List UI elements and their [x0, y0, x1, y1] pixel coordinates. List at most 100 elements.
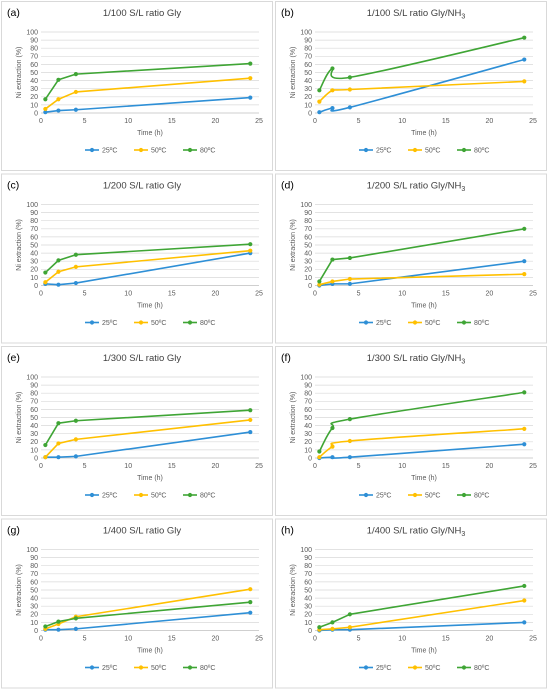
- data-point-s80: [317, 88, 322, 93]
- y-tick-label: 90: [30, 555, 38, 562]
- y-tick-label: 10: [30, 275, 38, 282]
- x-tick-label: 15: [442, 636, 450, 643]
- x-tick-label: 10: [398, 463, 406, 470]
- legend-swatch-marker: [363, 320, 369, 325]
- chart-title: 1/300 S/L ratio Gly/NH3: [367, 353, 466, 366]
- y-tick-label: 30: [304, 86, 312, 93]
- chart-panel-b: (b) 1/100 S/L ratio Gly/NH301020304050607…: [275, 1, 547, 171]
- y-axis-title: Ni extraction (%): [16, 392, 23, 444]
- x-axis-title: Time (h): [411, 130, 437, 137]
- series-line-s50: [319, 599, 525, 631]
- x-tick-label: 20: [486, 636, 494, 643]
- x-tick-label: 15: [168, 291, 176, 298]
- data-point-s50: [56, 97, 61, 102]
- data-point-s80: [73, 72, 78, 77]
- data-point-s50: [522, 79, 527, 84]
- data-point-s80: [56, 619, 61, 624]
- series-line-s25: [319, 260, 525, 287]
- x-axis-title: Time (h): [137, 130, 163, 137]
- panel-tag: (c): [7, 180, 19, 192]
- data-point-s50: [330, 279, 335, 284]
- data-point-s25: [330, 106, 335, 111]
- x-axis-title: Time (h): [411, 475, 437, 482]
- legend-label: 80ºC: [474, 665, 489, 672]
- legend-swatch-marker: [363, 492, 369, 498]
- y-tick-label: 80: [30, 46, 38, 53]
- y-tick-label: 90: [30, 383, 38, 390]
- x-axis-title: Time (h): [137, 303, 163, 310]
- panel-frame: [1, 173, 273, 344]
- y-tick-label: 50: [304, 70, 312, 77]
- series-line-s25: [319, 58, 525, 113]
- panel-tag: (b): [281, 7, 294, 19]
- y-tick-label: 20: [304, 267, 312, 274]
- x-tick-label: 20: [212, 463, 220, 470]
- x-tick-label: 0: [39, 463, 43, 470]
- y-tick-label: 70: [30, 399, 38, 406]
- x-axis-title: Time (h): [411, 303, 437, 310]
- y-tick-label: 0: [308, 110, 312, 117]
- y-axis-title: Ni extraction (%): [290, 219, 297, 271]
- series-line-s80: [45, 601, 251, 628]
- data-point-s80: [248, 242, 253, 247]
- x-tick-label: 5: [357, 118, 361, 125]
- data-point-s50: [522, 272, 527, 277]
- series-line-s25: [45, 96, 251, 113]
- data-point-s80: [73, 616, 78, 621]
- y-tick-label: 100: [26, 202, 38, 209]
- x-tick-label: 0: [39, 291, 43, 298]
- y-tick-label: 60: [304, 407, 312, 414]
- data-point-s25: [73, 454, 78, 459]
- data-point-s80: [522, 583, 527, 589]
- data-point-s25: [522, 259, 527, 264]
- x-tick-label: 20: [486, 291, 494, 298]
- panel-frame: [1, 346, 273, 516]
- legend-label: 50ºC: [151, 320, 166, 327]
- x-tick-label: 10: [398, 636, 406, 643]
- y-tick-label: 10: [304, 620, 312, 627]
- data-point-s25: [73, 280, 78, 286]
- y-tick-label: 20: [30, 267, 38, 274]
- data-point-s50: [330, 444, 335, 449]
- chart-title: 1/100 S/L ratio Gly: [103, 8, 182, 19]
- series-line-s50: [44, 419, 251, 458]
- legend-label: 25ºC: [376, 148, 391, 155]
- legend-label: 50ºC: [425, 665, 440, 672]
- legend-swatch-marker: [363, 665, 369, 670]
- legend-swatch-marker: [412, 320, 418, 325]
- x-tick-label: 5: [83, 118, 87, 125]
- legend-label: 25ºC: [376, 320, 391, 327]
- data-point-s80: [317, 625, 322, 630]
- y-tick-label: 30: [30, 431, 38, 438]
- data-point-s50: [317, 282, 322, 287]
- panel-tag: (d): [281, 180, 294, 192]
- legend-label: 25ºC: [102, 320, 117, 327]
- y-tick-label: 0: [34, 283, 38, 290]
- legend-label: 25ºC: [102, 148, 117, 155]
- data-point-s80: [43, 97, 48, 102]
- series-line-s80: [44, 409, 251, 446]
- x-tick-label: 0: [313, 636, 317, 643]
- y-tick-label: 80: [304, 563, 312, 570]
- x-tick-label: 15: [442, 291, 450, 298]
- data-point-s80: [330, 620, 335, 625]
- legend-label: 25ºC: [376, 665, 391, 672]
- data-point-s25: [56, 282, 61, 287]
- data-point-s50: [522, 426, 527, 431]
- y-tick-label: 10: [304, 447, 312, 454]
- legend-swatch-marker: [461, 147, 467, 153]
- data-point-s50: [347, 438, 352, 444]
- y-tick-label: 60: [304, 579, 312, 586]
- data-point-s80: [43, 270, 48, 275]
- x-tick-label: 5: [357, 291, 361, 298]
- x-tick-label: 15: [168, 636, 176, 643]
- data-point-s80: [522, 35, 527, 40]
- data-point-s80: [56, 421, 61, 426]
- y-tick-label: 90: [304, 38, 312, 45]
- data-point-s25: [522, 57, 527, 62]
- data-point-s80: [330, 257, 335, 262]
- y-tick-label: 90: [304, 555, 312, 562]
- legend-swatch-marker: [89, 320, 95, 325]
- x-tick-label: 20: [486, 118, 494, 125]
